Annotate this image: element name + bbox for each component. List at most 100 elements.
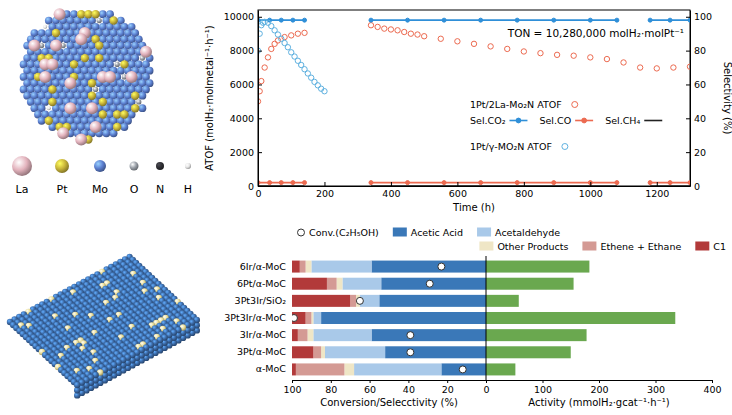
data-point <box>421 34 426 39</box>
atom <box>99 98 107 106</box>
axis-line <box>690 11 691 187</box>
tick-mark <box>258 84 262 85</box>
tick: 100 <box>283 380 301 395</box>
tick: 60 <box>686 79 706 90</box>
data-point <box>588 55 593 60</box>
plot-marks <box>486 261 675 376</box>
data-point <box>615 18 619 22</box>
data-point <box>369 18 373 22</box>
legend-label: 1Pt/2La-Mo₂N ATOF <box>470 99 562 110</box>
element-label: N <box>156 183 164 196</box>
data-point <box>479 181 483 185</box>
legend: Other ProductsEthene + EthaneC1 <box>479 241 726 252</box>
element-label: H <box>184 183 192 196</box>
atom <box>103 129 111 137</box>
axis-title: Selectivity (%) <box>722 62 732 135</box>
tick-label: 3Pt3Ir/α-MoC <box>224 312 286 323</box>
bar <box>486 329 587 341</box>
bar-segment <box>292 329 298 341</box>
atom <box>64 77 76 89</box>
data-point <box>654 66 659 71</box>
tick-mark <box>656 380 657 383</box>
bar-segment <box>313 346 321 358</box>
atom <box>113 110 121 118</box>
atom <box>131 104 139 112</box>
atom <box>46 58 58 70</box>
legend-label: Sel.CH₄ <box>605 115 640 126</box>
tick: 3Pt3Ir/SiO₂ <box>235 295 287 306</box>
tick-label: 0 <box>694 181 700 192</box>
data-point <box>688 181 690 185</box>
data-point <box>505 46 510 51</box>
legend-label: Acetaldehyde <box>495 227 560 238</box>
tick-label: 6000 <box>230 79 254 90</box>
atom <box>121 123 129 131</box>
tick-mark <box>657 182 658 186</box>
tick-label: 200 <box>590 384 608 395</box>
data-point <box>265 20 270 25</box>
tick-mark <box>292 380 293 383</box>
atom <box>115 62 120 67</box>
bar <box>486 278 574 290</box>
legend-swatch <box>644 120 662 122</box>
bar <box>486 312 675 324</box>
element-swatch <box>94 160 106 172</box>
atom <box>38 117 46 125</box>
bar-segment <box>325 346 385 358</box>
bar <box>486 346 571 358</box>
atom <box>136 99 141 104</box>
element-swatch <box>12 156 32 176</box>
data-point <box>552 181 556 185</box>
data-point <box>471 41 476 46</box>
legend-label: Conv.(C₂H₅OH) <box>309 227 379 238</box>
data-point <box>442 18 446 22</box>
tick-label: 60 <box>364 384 376 395</box>
atom <box>93 87 98 92</box>
data-point <box>268 181 272 185</box>
data-point <box>259 78 264 83</box>
legend-swatch <box>298 229 305 236</box>
tick-mark <box>686 84 690 85</box>
bar-segment <box>441 363 486 375</box>
tick-label: 40 <box>694 113 706 124</box>
tick-label: 60 <box>694 79 706 90</box>
data-point <box>442 181 446 185</box>
bar-segment <box>292 363 296 375</box>
tick-label: 0 <box>483 384 489 395</box>
data-point <box>375 24 380 29</box>
tick-mark <box>486 380 487 383</box>
tick-mark <box>258 186 262 187</box>
tick: 40 <box>686 113 706 124</box>
tick-label: 20 <box>442 384 454 395</box>
data-point <box>303 18 307 22</box>
bar-segment <box>354 363 441 375</box>
tick: 6Ir/α-MoC <box>240 261 287 272</box>
atom <box>74 382 80 388</box>
tick: α-MoC <box>256 363 287 374</box>
legend-swatch <box>695 242 709 251</box>
tick: 8000 <box>230 45 262 56</box>
data-point <box>459 366 466 373</box>
data-point <box>415 32 420 37</box>
element-label: La <box>16 183 29 196</box>
data-point <box>515 181 519 185</box>
tick-mark <box>408 380 409 383</box>
element-swatch <box>185 163 191 169</box>
data-point <box>438 36 443 41</box>
bar-segment <box>381 278 486 290</box>
tick: 1000 <box>579 182 603 199</box>
bar-segment <box>311 312 313 324</box>
axis-line <box>293 380 487 381</box>
bar-segment <box>321 312 486 324</box>
data-point <box>406 181 410 185</box>
data-point <box>395 28 400 33</box>
axis-title: Activity (mmolH₂·gcat⁻¹·h⁻¹) <box>528 397 670 408</box>
plot-marks <box>292 261 486 376</box>
atom <box>64 102 76 114</box>
data-point <box>648 18 652 22</box>
tick-label: 800 <box>515 188 533 199</box>
bar-segment <box>313 329 371 341</box>
bar-segment <box>311 261 371 273</box>
tick-mark <box>543 380 544 383</box>
legend-label: Sel.CO₂ <box>470 115 506 126</box>
